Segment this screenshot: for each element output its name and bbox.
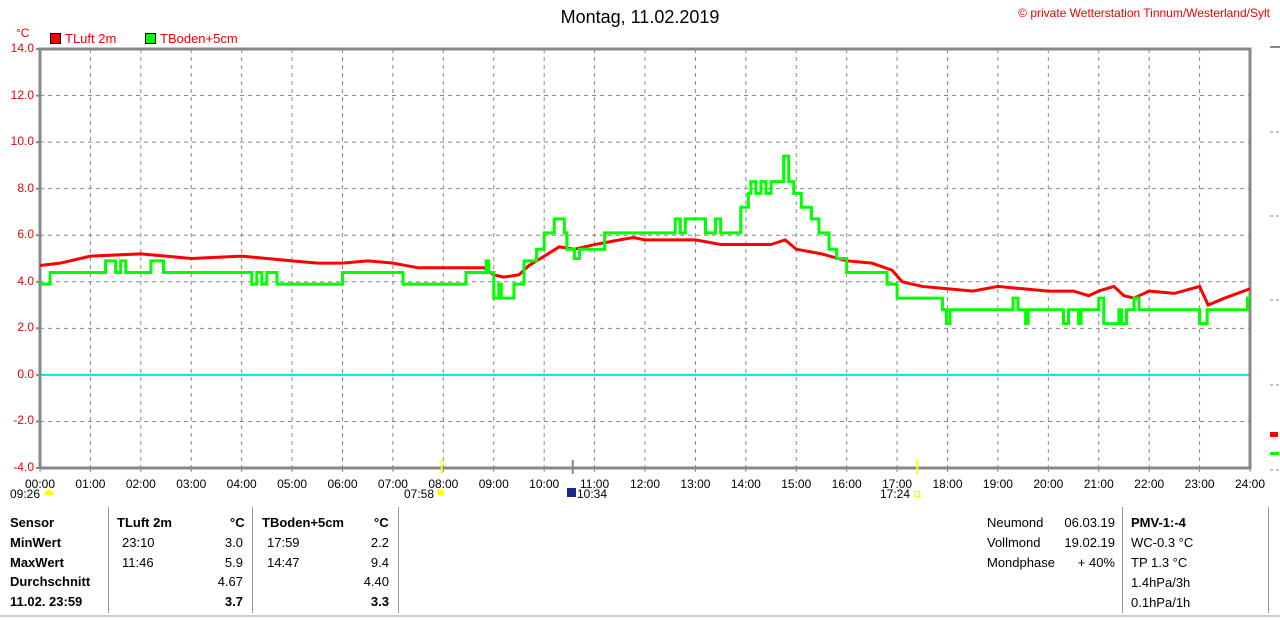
stats-label: MinWert xyxy=(10,535,62,550)
legend-label: TLuft 2m xyxy=(65,31,117,46)
legend-label: TBoden+5cm xyxy=(160,31,238,46)
y-tick-label: 2.0 xyxy=(17,320,34,335)
y-tick-label: 10.0 xyxy=(10,134,34,149)
x-tick-label: 03:00 xyxy=(176,477,207,491)
y-tick-label: -2.0 xyxy=(13,413,34,428)
header-unit2: °C xyxy=(374,515,389,530)
x-tick-label: 21:00 xyxy=(1083,477,1114,491)
y-unit: °C xyxy=(16,26,30,40)
header-tluft: TLuft 2m xyxy=(117,515,172,530)
y-tick-label: -4.0 xyxy=(13,460,34,474)
stats-t1: 11:46 xyxy=(122,554,154,570)
stats-label: 11.02. 23:59 xyxy=(10,593,83,609)
x-tick-label: 06:00 xyxy=(327,477,358,491)
legend-tboden: TBoden+5cm xyxy=(145,31,238,46)
x-tick-label: 11:00 xyxy=(580,477,610,491)
stats-v2: 9.4 xyxy=(370,554,389,570)
x-tick-label: 08:00 xyxy=(428,477,459,491)
x-tick-label: 18:00 xyxy=(932,477,963,491)
legend-swatch-red xyxy=(50,33,61,44)
y-tick-label: 12.0 xyxy=(10,87,34,102)
sunset-icon xyxy=(914,491,920,497)
stats-label: MaxWert xyxy=(10,554,64,570)
mini-tluft-marker xyxy=(1270,432,1278,437)
stats-t2: 14:47 xyxy=(267,554,300,570)
stats-v1: 3.7 xyxy=(224,593,243,609)
x-tick-label: 16:00 xyxy=(831,477,862,491)
x-tick-label: 17:00 xyxy=(882,477,913,491)
moon-label: Neumond xyxy=(987,515,1044,530)
extra-line: TP 1.3 °C xyxy=(1131,555,1188,570)
header-sensor: Sensor xyxy=(10,515,55,530)
moonrise-time: 10:34 xyxy=(577,487,608,501)
x-tick-label: 20:00 xyxy=(1033,477,1064,491)
stats-v2: 3.3 xyxy=(370,593,389,609)
legend-tluft: TLuft 2m xyxy=(50,31,116,46)
x-tick-label: 13:00 xyxy=(680,477,711,491)
stats-v2: 2.2 xyxy=(370,535,389,550)
moon-icon xyxy=(44,490,54,495)
extra-line: WC-0.3 °C xyxy=(1131,535,1194,550)
x-tick-label: 10:00 xyxy=(529,477,560,491)
copyright: © private Wetterstation Tinnum/Westerlan… xyxy=(1018,6,1270,20)
stats-t1: 23:10 xyxy=(122,535,155,550)
x-tick-label: 09:00 xyxy=(478,477,509,491)
x-tick-label: 07:00 xyxy=(377,477,408,491)
moon-label: Vollmond xyxy=(987,535,1041,550)
x-tick-label: 05:00 xyxy=(277,477,308,491)
moonrise-icon xyxy=(567,488,576,497)
header-tboden: TBoden+5cm xyxy=(262,515,344,530)
moonset-time: 09:26 xyxy=(10,487,41,501)
extra-line: 1.4hPa/3h xyxy=(1131,575,1191,590)
x-tick-label: 01:00 xyxy=(75,477,106,491)
x-tick-label: 24:00 xyxy=(1234,477,1266,491)
y-tick-label: 8.0 xyxy=(17,180,34,195)
stats-v2: 4.40 xyxy=(363,574,389,589)
x-tick-label: 15:00 xyxy=(781,477,812,491)
x-tick-label: 23:00 xyxy=(1184,477,1215,491)
x-tick-label: 22:00 xyxy=(1134,477,1165,491)
moon-label: Mondphase xyxy=(987,555,1055,570)
y-tick-label: 14.0 xyxy=(10,41,34,55)
stats-v1: 4.67 xyxy=(217,574,243,589)
moon-value: + 40% xyxy=(1077,555,1115,570)
header-unit1: °C xyxy=(230,515,245,530)
sun-icon xyxy=(437,489,444,496)
y-tick-label: 0.0 xyxy=(17,366,34,381)
chart-title: Montag, 11.02.2019 xyxy=(560,7,720,27)
x-tick-label: 04:00 xyxy=(226,477,257,491)
x-tick-label: 00:00 xyxy=(24,477,56,491)
stats-v1: 3.0 xyxy=(224,535,243,550)
sunset-time: 17:24 xyxy=(880,487,911,501)
x-tick-label: 19:00 xyxy=(982,477,1013,491)
series-tluft-line xyxy=(39,236,1251,307)
y-tick-label: 6.0 xyxy=(17,227,34,242)
sunrise-time: 07:58 xyxy=(404,487,435,501)
stats-label: Durchschnitt xyxy=(10,574,91,589)
x-tick-label: 12:00 xyxy=(629,477,661,491)
mini-tboden-marker xyxy=(1270,452,1279,455)
y-tick-label: 4.0 xyxy=(17,273,34,288)
x-tick-label: 02:00 xyxy=(125,477,156,491)
pmv-value: PMV-1:-4 xyxy=(1131,515,1186,530)
moon-value: 06.03.19 xyxy=(1064,515,1115,530)
legend-swatch-green xyxy=(145,33,156,44)
moon-value: 19.02.19 xyxy=(1064,535,1115,550)
stats-t2: 17:59 xyxy=(267,535,300,550)
plot-frame xyxy=(38,47,1252,470)
x-tick-label: 14:00 xyxy=(730,477,761,491)
series-tboden-line xyxy=(40,154,1250,326)
stats-v1: 5.9 xyxy=(224,554,243,570)
extra-line: 0.1hPa/1h xyxy=(1131,595,1191,610)
